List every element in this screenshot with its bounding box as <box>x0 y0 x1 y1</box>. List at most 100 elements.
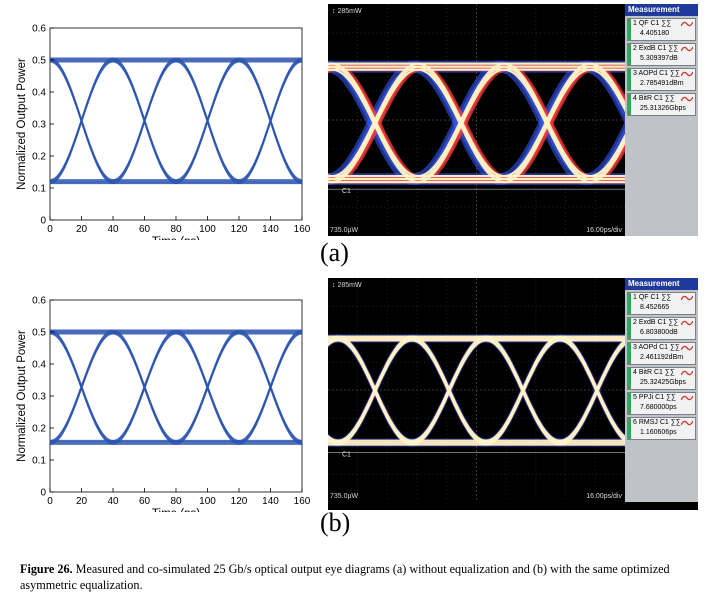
y-tick-label: 0.4 <box>32 88 46 99</box>
y-tick-label: 0.4 <box>32 360 46 371</box>
falling-edge-trace <box>175 57 240 181</box>
scope-eye-svg-a: ↕ 285mW C1 735.0µW 16.00ps/div <box>328 4 625 236</box>
x-tick-label: 160 <box>294 224 311 235</box>
x-tick-label: 60 <box>139 224 151 235</box>
measurement-value: 4.405180 <box>640 30 670 37</box>
measurement-indicator-bar <box>628 418 631 439</box>
scope-falling-edge <box>411 339 487 446</box>
y-tick-label: 0.2 <box>32 152 46 163</box>
measurement-bitr[interactable]: 4 BitR C1 ∑∑ 25.31326Gbps <box>627 93 696 116</box>
y-tick-label: 0.1 <box>32 184 46 195</box>
x-axis-label: Time (ps) <box>152 508 200 512</box>
measurement-rmsj[interactable]: 6 RMSJ C1 ∑∑ 1.160606ps <box>627 417 696 440</box>
waveform-icon <box>681 46 693 52</box>
scope-falling-edge <box>559 339 625 443</box>
falling-edge-trace <box>238 57 303 181</box>
scope-screen-b: ↕ 285mW C1 735.0µW 16.00ps/div Measurement … <box>328 278 698 510</box>
scope-rising-edge <box>589 133 625 178</box>
caption-label: Figure 26. <box>20 562 73 576</box>
measurement-value: 1.160606ps <box>640 429 677 436</box>
measurement-bitr[interactable]: 4 BitR C1 ∑∑ 25.32425Gbps <box>627 367 696 390</box>
waveform-icon <box>681 420 693 426</box>
x-tick-label: 100 <box>199 496 216 507</box>
y-tick-label: 0.5 <box>32 328 46 339</box>
measurement-name: 3 AOPd C1 ∑∑ <box>633 70 680 77</box>
y-tick-label: 0.5 <box>32 56 46 67</box>
measurement-name: 4 BitR C1 ∑∑ <box>633 95 675 102</box>
x-tick-label: 120 <box>231 496 248 507</box>
scope-top-scale: ↕ 285mW <box>332 282 362 289</box>
waveform-icon <box>681 96 693 102</box>
scope-falling-edge <box>331 65 419 181</box>
waveform-icon <box>681 370 693 376</box>
measurement-exdb[interactable]: 2 ExdB C1 ∑∑ 6.803800dB <box>627 317 696 340</box>
x-tick-label: 80 <box>170 496 182 507</box>
measurement-value: 7.680000ps <box>640 404 677 411</box>
x-tick-label: 120 <box>231 224 248 235</box>
measurement-qf[interactable]: 1 QF C1 ∑∑ 8.452665 <box>627 292 696 315</box>
sim-eye-plot-a: 0 20 40 60 80 100 120 140 160 0 0.1 0.2 0.3 0.4 0.5 0.6… <box>0 0 320 241</box>
scope-rising-edge <box>592 141 625 184</box>
scope-falling-edge <box>503 68 591 184</box>
measurement-panel-a: Measurement 1 QF C1 ∑∑ 4.405180 2 ExdB C1 … <box>625 4 698 236</box>
figure-caption: Figure 26. Measured and co-simulated 25 … <box>20 561 700 593</box>
measurement-indicator-bar <box>628 343 631 364</box>
measurement-indicator-bar <box>628 94 631 115</box>
caption-text: Measured and co-simulated 25 Gb/s optica… <box>20 562 670 592</box>
measurement-qf[interactable]: 1 QF C1 ∑∑ 4.405180 <box>627 18 696 41</box>
eye-pattern <box>328 60 625 186</box>
scope-bottom-left: 735.0µW <box>330 227 359 234</box>
y-axis-label: Normalized Output Power <box>16 58 28 190</box>
measurement-exdb[interactable]: 2 ExdB C1 ∑∑ 5.309397dB <box>627 43 696 66</box>
falling-edge-trace <box>238 329 303 442</box>
scope-falling-edge <box>589 68 625 113</box>
y-tick-label: 0.2 <box>32 424 46 435</box>
falling-edge-trace <box>112 57 177 181</box>
x-tick-label: 0 <box>47 496 53 507</box>
measurement-aopd[interactable]: 3 AOPd C1 ∑∑ 2.461192dBm <box>627 342 696 365</box>
panel-label-a: (a) <box>320 238 349 267</box>
measurement-indicator-bar <box>628 44 631 65</box>
measurement-name: 2 ExdB C1 ∑∑ <box>633 45 679 52</box>
falling-edge-trace <box>49 57 114 181</box>
measurement-title: Measurement <box>625 278 698 290</box>
scope-falling-edge <box>417 62 505 178</box>
scope-top-scale: ↕ 285mW <box>332 8 362 15</box>
measurement-indicator-bar <box>628 69 631 90</box>
scope-rising-edge <box>589 136 625 181</box>
scope-falling-edge <box>589 65 625 110</box>
measurement-indicator-bar <box>628 293 631 314</box>
y-tick-label: 0.3 <box>32 120 46 131</box>
measurement-ppji[interactable]: 5 PPJi C1 ∑∑ 7.680000ps <box>627 392 696 415</box>
y-tick-label: 0.1 <box>32 456 46 467</box>
scope-channel-label: C1 <box>342 452 351 459</box>
plot-frame <box>49 299 303 493</box>
y-tick-label: 0 <box>40 216 46 227</box>
y-axis-label: Normalized Output Power <box>16 330 28 462</box>
x-tick-label: 60 <box>139 496 151 507</box>
measurement-indicator-bar <box>628 393 631 414</box>
measurement-indicator-bar <box>628 368 631 389</box>
falling-edge-trace <box>49 329 114 442</box>
measurement-name: 4 BitR C1 ∑∑ <box>633 369 675 376</box>
measurement-value: 8.452665 <box>640 304 670 311</box>
measurement-name: 5 PPJi C1 ∑∑ <box>633 394 677 401</box>
scope-channel-label: C1 <box>342 188 351 195</box>
measurement-value: 25.31326Gbps <box>640 105 686 112</box>
y-tick-label: 0.6 <box>32 24 46 35</box>
x-tick-label: 100 <box>199 224 216 235</box>
scope-falling-edge <box>331 68 419 184</box>
x-tick-label: 140 <box>262 224 279 235</box>
measurement-aopd[interactable]: 3 AOPd C1 ∑∑ 2.785491dBm <box>627 68 696 91</box>
scope-bottom-left: 735.0µW <box>330 493 359 500</box>
measurement-value: 2.461192dBm <box>640 354 684 361</box>
measurement-name: 1 QF C1 ∑∑ <box>633 20 672 27</box>
measurement-value: 5.309397dB <box>640 55 678 62</box>
measurement-indicator-bar <box>628 318 631 339</box>
waveform-icon <box>681 345 693 351</box>
measurement-name: 1 QF C1 ∑∑ <box>633 294 672 301</box>
scope-bottom-right: 16.00ps/div <box>586 227 622 234</box>
x-tick-label: 80 <box>170 224 182 235</box>
sim-eye-svg-b: 0 20 40 60 80 100 120 140 160 0 0.1 0.2 0.3 0.4 0.5 0.6… <box>16 296 311 513</box>
x-tick-label: 140 <box>262 496 279 507</box>
